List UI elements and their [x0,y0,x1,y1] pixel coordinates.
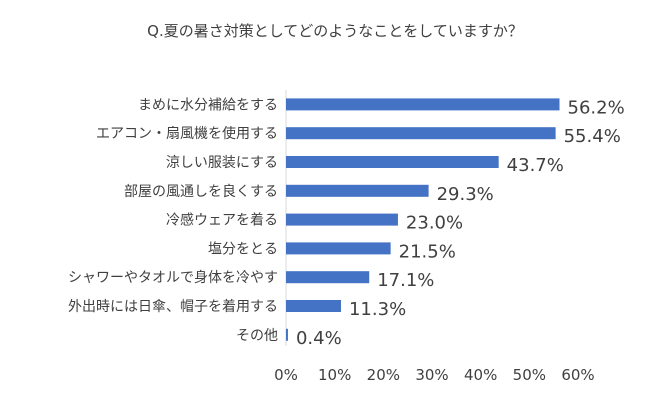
x-tick-label: 0% [274,366,298,384]
category-label: シャワーやタオルで身体を冷やす [68,270,278,286]
bar [286,127,556,140]
x-tick-label: 30% [415,366,448,384]
value-label: 11.3% [349,299,406,320]
value-label: 56.2% [568,97,625,118]
category-label: 塩分をとる [208,241,278,257]
value-label: 29.3% [437,184,494,205]
x-axis-ticks: 0% 10% 20% 30% 40% 50% 60% [274,366,595,384]
bar [286,242,391,255]
category-label: 外出時には日傘、帽子を着用する [68,299,278,315]
x-tick-label: 10% [318,366,351,384]
bar [286,300,341,312]
category-label: 冷感ウェアを着る [166,212,278,229]
x-tick-label: 20% [367,366,400,384]
value-label: 55.4% [564,126,621,147]
category-label: まめに水分補給をする [138,97,278,113]
bars [286,98,560,341]
x-tick-label: 40% [464,366,497,384]
bar [286,98,560,111]
value-label: 0.4% [296,328,342,349]
value-label: 43.7% [507,155,564,176]
category-label: 涼しい服装にする [166,155,278,171]
chart-title: Q.夏の暑さ対策としてどのようなことをしていますか？ [147,22,523,40]
value-label: 23.0% [406,213,463,234]
category-label: その他 [236,328,278,344]
category-labels: まめに水分補給をするエアコン・扇風機を使用する涼しい服装にする部屋の風通しを良く… [68,97,278,343]
bar [286,271,370,284]
bar [286,213,398,226]
x-tick-label: 60% [561,366,594,384]
bar [286,156,499,168]
value-label: 17.1% [377,270,434,291]
category-label: エアコン・扇風機を使用する [96,125,278,142]
category-label: 部屋の風通しを良くする [124,184,278,200]
bar [286,328,288,341]
value-labels: 56.2% 55.4%43.7% 29.3% 23.0% 21.5% 17.1% 11.3%… [296,97,625,348]
x-tick-label: 50% [513,366,546,384]
value-label: 21.5% [399,241,456,262]
bar [286,184,429,197]
